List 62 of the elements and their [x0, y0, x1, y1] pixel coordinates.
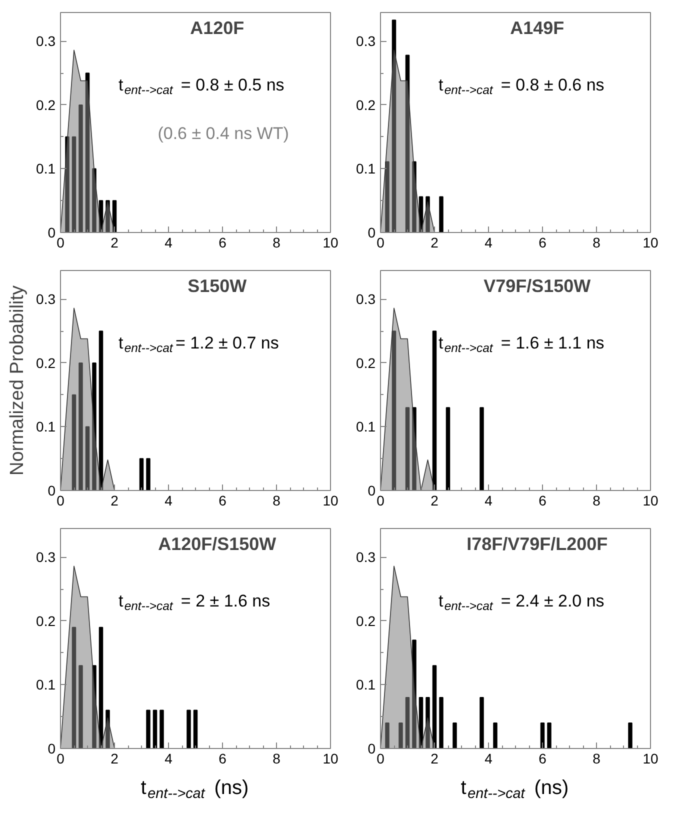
chart-title: A120F/S150W	[158, 534, 276, 554]
x-tick-label: 4	[484, 492, 493, 508]
y-tick-label: 0.3	[356, 549, 376, 566]
x-tick-label: 6	[538, 750, 547, 766]
x-tick-label: 10	[642, 234, 658, 250]
y-tick-label: 0.1	[356, 160, 376, 177]
y-tick-label: 0.3	[36, 549, 56, 566]
x-tick-label: 6	[218, 750, 227, 766]
chart-title: A149F	[510, 18, 564, 38]
x-tick-label: 8	[592, 234, 601, 250]
x-tick-label: 6	[218, 492, 227, 508]
x-tick-label: 10	[642, 750, 658, 766]
x-tick-label: 2	[430, 234, 439, 250]
y-tick-label: 0.1	[36, 418, 56, 435]
y-tick-label: 0	[368, 482, 376, 498]
x-tick-label: 6	[218, 234, 227, 250]
x-tick-label: 2	[430, 750, 439, 766]
y-tick-label: 0	[48, 224, 56, 240]
y-tick-label: 0	[48, 740, 56, 756]
y-tick-label: 0.3	[356, 33, 376, 50]
x-tick-label: 8	[592, 750, 601, 766]
x-tick-label: 8	[272, 750, 281, 766]
y-tick-label: 0.2	[36, 612, 56, 629]
x-tick-label: 4	[164, 750, 173, 766]
y-tick-label: 0.2	[356, 96, 376, 113]
y-tick-label: 0.3	[36, 291, 56, 308]
y-tick-label: 0	[368, 740, 376, 756]
y-tick-label: 0.3	[356, 291, 376, 308]
x-tick-label: 10	[642, 492, 658, 508]
x-tick-label: 4	[164, 234, 173, 250]
x-tick-label: 8	[272, 234, 281, 250]
y-axis-title: Normalized Probability	[7, 284, 28, 476]
x-tick-label: 10	[322, 492, 338, 508]
chart-title: I78F/V79F/L200F	[466, 534, 608, 554]
x-tick-label: 2	[430, 492, 439, 508]
x-tick-label: 8	[592, 492, 601, 508]
x-tick-label: 6	[538, 234, 547, 250]
x-tick-label: 4	[484, 750, 493, 766]
y-tick-label: 0	[368, 224, 376, 240]
chart-title: S150W	[188, 276, 247, 296]
y-tick-label: 0.2	[36, 354, 56, 371]
y-tick-label: 0.2	[356, 354, 376, 371]
x-tick-label: 4	[164, 492, 173, 508]
y-tick-label: 0.2	[36, 96, 56, 113]
x-tick-label: 10	[322, 750, 338, 766]
y-tick-label: 0.3	[36, 33, 56, 50]
y-tick-label: 0.1	[36, 676, 56, 693]
x-tick-label: 2	[110, 234, 119, 250]
x-tick-label: 10	[322, 234, 338, 250]
chart-title: V79F/S150W	[484, 276, 591, 296]
y-tick-label: 0.1	[356, 676, 376, 693]
y-tick-label: 0.1	[356, 418, 376, 435]
y-tick-label: 0	[48, 482, 56, 498]
x-tick-label: 2	[110, 492, 119, 508]
chart-title: A120F	[190, 18, 244, 38]
y-tick-label: 0.2	[356, 612, 376, 629]
x-tick-label: 8	[272, 492, 281, 508]
x-tick-label: 2	[110, 750, 119, 766]
y-tick-label: 0.1	[36, 160, 56, 177]
annotation: (0.6 ± 0.4 ns WT)	[158, 124, 289, 143]
x-tick-label: 4	[484, 234, 493, 250]
x-tick-label: 6	[538, 492, 547, 508]
